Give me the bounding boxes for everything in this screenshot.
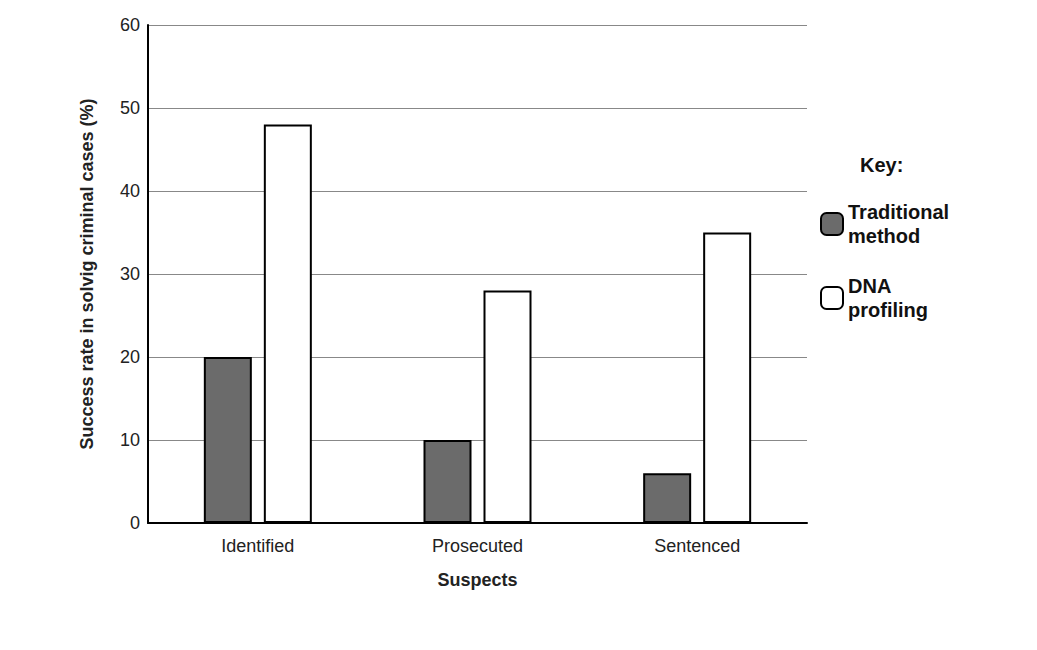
svg-text:Identified: Identified bbox=[221, 536, 294, 556]
svg-text:Sentenced: Sentenced bbox=[654, 536, 740, 556]
svg-text:Suspects: Suspects bbox=[437, 570, 517, 590]
svg-text:0: 0 bbox=[130, 513, 140, 533]
svg-text:method: method bbox=[848, 225, 920, 247]
svg-text:Traditional: Traditional bbox=[848, 201, 949, 223]
svg-text:10: 10 bbox=[120, 430, 140, 450]
svg-text:50: 50 bbox=[120, 98, 140, 118]
svg-text:20: 20 bbox=[120, 347, 140, 367]
svg-text:Prosecuted: Prosecuted bbox=[432, 536, 523, 556]
svg-text:DNA: DNA bbox=[848, 275, 891, 297]
svg-text:profiling: profiling bbox=[848, 299, 928, 321]
svg-text:40: 40 bbox=[120, 181, 140, 201]
svg-text:30: 30 bbox=[120, 264, 140, 284]
svg-text:Key:: Key: bbox=[860, 154, 903, 176]
svg-text:60: 60 bbox=[120, 15, 140, 35]
svg-text:Success rate in solvig crimina: Success rate in solvig criminal cases (%… bbox=[77, 98, 97, 449]
